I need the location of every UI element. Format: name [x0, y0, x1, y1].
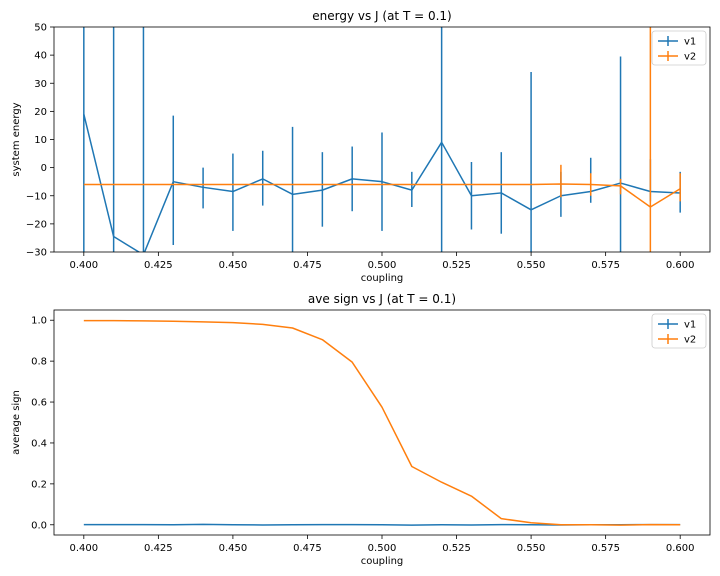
y-tick-label: 0.6	[31, 398, 47, 409]
x-tick-label: 0.575	[591, 260, 620, 271]
y-tick-label: 40	[34, 51, 47, 62]
y-tick-label: 50	[34, 23, 47, 34]
y-axis-label: average sign	[11, 390, 22, 455]
y-tick-label: 0.4	[31, 438, 47, 449]
legend-entry-v1: v1	[658, 36, 696, 48]
x-tick-label: 0.400	[69, 543, 98, 554]
x-tick-label: 0.425	[144, 543, 173, 554]
x-tick-label: 0.550	[517, 543, 546, 554]
x-axis-label: coupling	[361, 556, 404, 567]
x-tick-label: 0.600	[666, 543, 695, 554]
plot-area	[83, 27, 681, 252]
x-tick-label: 0.500	[368, 543, 397, 554]
x-axis-label: coupling	[361, 273, 404, 284]
legend-label: v1	[684, 320, 696, 331]
legend-entry-v2: v2	[658, 334, 696, 346]
chart-1: energy vs J (at T = 0.1) 0.400 0.425 0.450 0…	[11, 9, 711, 284]
chart-2: ave sign vs J (at T = 0.1) 0.400 0.425 0.45…	[11, 292, 711, 567]
y-tick-label: −20	[26, 219, 47, 230]
y-tick-label: −10	[26, 191, 47, 202]
y-tick-label: 0.2	[31, 479, 47, 490]
series-line	[83, 319, 681, 526]
y-tick-label: 1.0	[31, 316, 47, 327]
axes-frame	[53, 26, 711, 253]
legend-entry-v1: v1	[658, 319, 696, 331]
x-tick-label: 0.475	[293, 543, 322, 554]
series-v2	[83, 319, 681, 526]
x-tick-label: 0.500	[368, 260, 397, 271]
legend-label: v2	[684, 52, 696, 63]
legend-box	[651, 30, 707, 66]
x-tick-label: 0.550	[517, 260, 546, 271]
chart-title: energy vs J (at T = 0.1)	[312, 9, 451, 23]
legend-box	[651, 313, 707, 349]
y-tick-label: 10	[34, 135, 47, 146]
legend-label: v2	[684, 335, 696, 346]
x-tick-label: 0.425	[144, 260, 173, 271]
y-tick-label: −30	[26, 248, 47, 259]
legend-entry-v2: v2	[658, 51, 696, 63]
x-tick-label: 0.450	[219, 543, 248, 554]
x-tick-label: 0.525	[442, 260, 471, 271]
x-tick-label: 0.525	[442, 543, 471, 554]
series-line	[83, 114, 681, 252]
series-v1	[83, 27, 681, 252]
x-tick-label: 0.475	[293, 260, 322, 271]
y-tick-label: 0.8	[31, 357, 47, 368]
x-tick-label: 0.600	[666, 260, 695, 271]
plot-area	[83, 319, 681, 526]
chart-title: ave sign vs J (at T = 0.1)	[308, 292, 456, 306]
y-axis-label: system energy	[11, 102, 22, 176]
y-tick-label: 0.0	[31, 520, 47, 531]
y-tick-label: 30	[34, 79, 47, 90]
x-tick-label: 0.450	[219, 260, 248, 271]
y-tick-label: 20	[34, 107, 47, 118]
x-tick-label: 0.400	[69, 260, 98, 271]
series-line	[83, 183, 681, 208]
axes-frame	[53, 309, 711, 536]
x-tick-label: 0.575	[591, 543, 620, 554]
y-tick-label: 0	[41, 163, 47, 174]
legend-label: v1	[684, 37, 696, 48]
series-v2	[83, 27, 681, 252]
